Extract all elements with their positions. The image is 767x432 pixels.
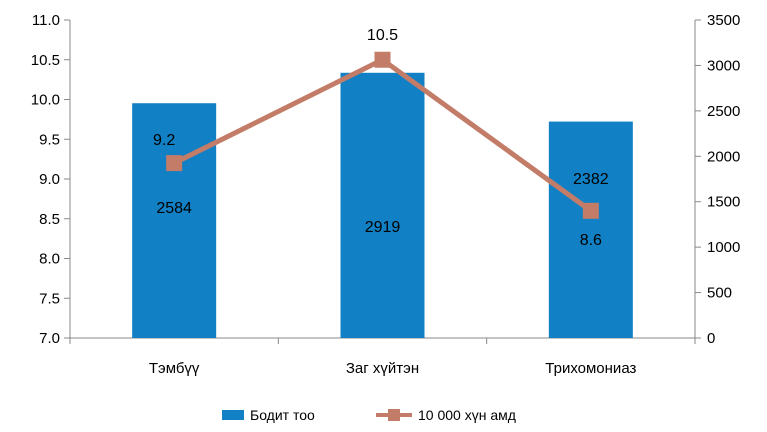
data-labels: 2584 2919 2382 9.2 10.5 8.6	[153, 27, 609, 249]
right-tick-label: 500	[707, 285, 732, 302]
legend-label-bar: Бодит тоо	[250, 407, 315, 423]
left-y-axis: 7.0 7.5 8.0 8.5 9.0 9.5 10.0 10.5 11.0	[31, 12, 71, 347]
left-tick-label: 7.5	[39, 290, 60, 307]
line-data-label: 9.2	[153, 132, 175, 149]
line-marker	[582, 202, 599, 219]
legend-swatch-bar	[222, 410, 244, 420]
bar-data-label: 2382	[573, 171, 609, 188]
x-category-label: Трихомониаз	[545, 360, 636, 377]
right-tick-label: 1500	[707, 194, 740, 211]
line-marker	[374, 51, 391, 68]
right-tick-label: 2500	[707, 103, 740, 120]
bar-series	[132, 72, 633, 339]
right-tick-label: 1000	[707, 239, 740, 256]
x-axis: Тэмбүү Заг хүйтэн Трихомониаз	[69, 337, 696, 377]
legend-swatch-marker	[388, 409, 400, 421]
line-series	[166, 51, 599, 219]
right-y-axis: 0 500 1000 1500 2000 2500 3000 3500	[694, 12, 740, 347]
left-tick-label: 9.5	[39, 131, 60, 148]
right-tick-label: 3500	[707, 12, 740, 29]
left-tick-label: 8.0	[39, 251, 60, 268]
left-tick-label: 11.0	[32, 12, 60, 29]
left-tick-label: 9.0	[39, 171, 60, 188]
x-category-label: Заг хүйтэн	[346, 360, 419, 377]
legend: Бодит тоо 10 000 хүн амд	[222, 407, 516, 423]
line-marker	[166, 155, 183, 172]
left-tick-label: 7.0	[39, 330, 60, 347]
line-data-label: 8.6	[580, 232, 602, 249]
bar-data-label: 2584	[156, 200, 192, 217]
line-data-label: 10.5	[367, 27, 398, 44]
right-tick-label: 0	[707, 330, 715, 347]
left-tick-label: 10.5	[31, 52, 60, 69]
bar	[132, 103, 217, 338]
left-tick-label: 10.0	[31, 92, 60, 109]
left-tick-label: 8.5	[39, 211, 60, 228]
right-tick-label: 3000	[707, 57, 740, 74]
x-category-label: Тэмбүү	[149, 360, 200, 377]
bar-data-label: 2919	[365, 219, 401, 236]
right-tick-label: 2000	[707, 148, 740, 165]
legend-label-line: 10 000 хүн амд	[418, 407, 516, 423]
bar	[340, 72, 425, 339]
bar	[548, 121, 633, 339]
